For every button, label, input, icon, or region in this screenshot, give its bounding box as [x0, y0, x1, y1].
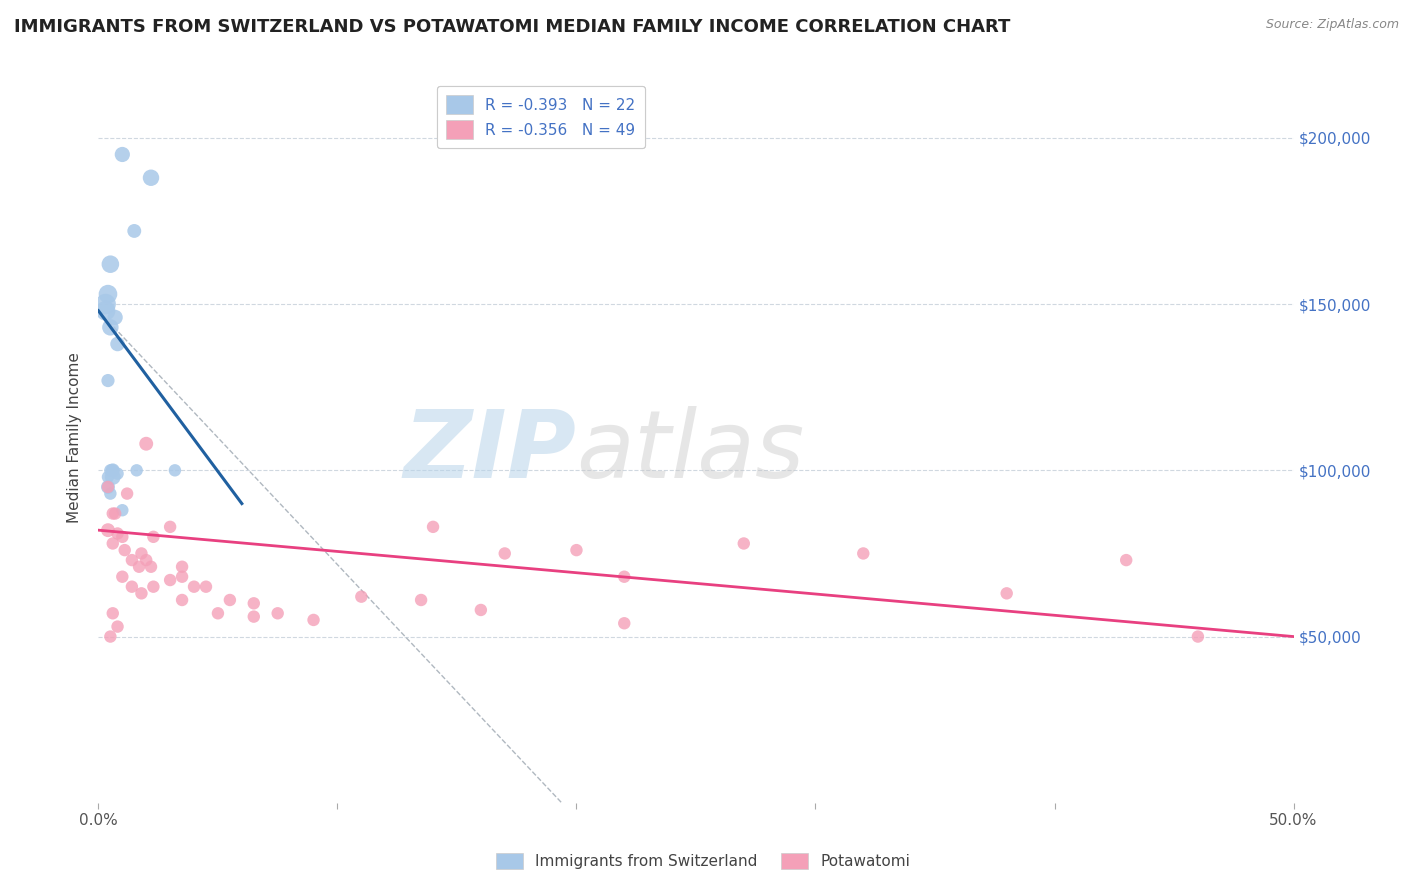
Point — [97, 470, 120, 484]
Point — [101, 463, 124, 477]
Point — [101, 607, 124, 621]
Point — [207, 607, 229, 621]
Point — [142, 580, 165, 594]
Text: ZIP: ZIP — [404, 406, 576, 498]
Text: Source: ZipAtlas.com: Source: ZipAtlas.com — [1265, 18, 1399, 31]
Point — [94, 297, 117, 311]
Point — [98, 486, 122, 500]
Text: IMMIGRANTS FROM SWITZERLAND VS POTAWATOMI MEDIAN FAMILY INCOME CORRELATION CHART: IMMIGRANTS FROM SWITZERLAND VS POTAWATOM… — [14, 18, 1011, 36]
Point — [104, 507, 127, 521]
Point — [733, 536, 755, 550]
Point — [97, 480, 120, 494]
Point — [302, 613, 325, 627]
Point — [142, 530, 165, 544]
Point — [350, 590, 373, 604]
Point — [195, 580, 218, 594]
Point — [101, 536, 124, 550]
Point — [128, 559, 150, 574]
Legend: Immigrants from Switzerland, Potawatomi: Immigrants from Switzerland, Potawatomi — [489, 847, 917, 875]
Point — [98, 257, 122, 271]
Text: atlas: atlas — [576, 406, 804, 497]
Point — [101, 470, 124, 484]
Point — [613, 616, 636, 631]
Point — [159, 573, 181, 587]
Point — [98, 320, 122, 334]
Point — [470, 603, 492, 617]
Point — [131, 546, 153, 560]
Point — [121, 580, 143, 594]
Point — [183, 580, 205, 594]
Point — [135, 553, 157, 567]
Point — [172, 559, 194, 574]
Point — [565, 543, 588, 558]
Point — [995, 586, 1018, 600]
Point — [97, 287, 120, 301]
Point — [852, 546, 875, 560]
Point — [267, 607, 290, 621]
Point — [243, 596, 266, 610]
Point — [94, 303, 117, 318]
Point — [494, 546, 516, 560]
Point — [124, 224, 146, 238]
Point — [163, 463, 186, 477]
Point — [111, 530, 134, 544]
Point — [411, 593, 433, 607]
Point — [172, 570, 194, 584]
Point — [219, 593, 242, 607]
Point — [97, 480, 120, 494]
Point — [1187, 630, 1209, 644]
Y-axis label: Median Family Income: Median Family Income — [67, 351, 83, 523]
Point — [111, 503, 134, 517]
Point — [159, 520, 181, 534]
Point — [97, 523, 120, 537]
Point — [172, 593, 194, 607]
Point — [121, 553, 143, 567]
Point — [139, 170, 162, 185]
Point — [107, 526, 129, 541]
Point — [107, 337, 129, 351]
Point — [114, 543, 136, 558]
Legend: R = -0.393   N = 22, R = -0.356   N = 49: R = -0.393 N = 22, R = -0.356 N = 49 — [436, 87, 645, 148]
Point — [422, 520, 444, 534]
Point — [139, 559, 162, 574]
Point — [131, 586, 153, 600]
Point — [104, 310, 127, 325]
Point — [115, 486, 138, 500]
Point — [135, 436, 157, 450]
Point — [101, 507, 124, 521]
Point — [111, 570, 134, 584]
Point — [1115, 553, 1137, 567]
Point — [97, 374, 120, 388]
Point — [98, 463, 122, 477]
Point — [111, 147, 134, 161]
Point — [243, 609, 266, 624]
Point — [107, 619, 129, 633]
Point — [98, 630, 122, 644]
Point — [107, 467, 129, 481]
Point — [125, 463, 148, 477]
Point — [613, 570, 636, 584]
Point — [101, 463, 124, 477]
